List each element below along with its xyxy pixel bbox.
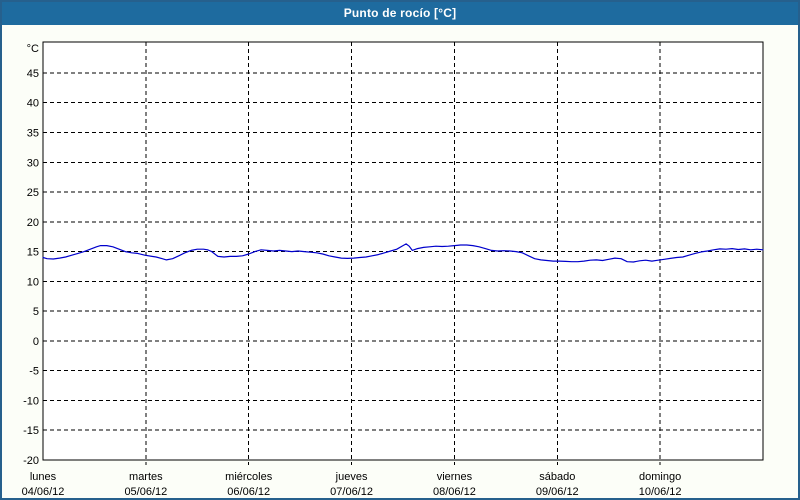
x-date-label: 06/06/12 bbox=[227, 486, 270, 498]
dew-point-line bbox=[42, 243, 764, 263]
chart-title-bar: Punto de rocío [°C] bbox=[2, 2, 798, 25]
y-tick-label: 45 bbox=[27, 68, 39, 80]
x-date-label: 10/06/12 bbox=[639, 486, 682, 498]
x-day-label: jueves bbox=[335, 471, 368, 483]
x-date-label: 07/06/12 bbox=[330, 486, 373, 498]
plot-border bbox=[42, 41, 764, 461]
x-date-label: 09/06/12 bbox=[536, 486, 579, 498]
x-date-label: 04/06/12 bbox=[22, 486, 65, 498]
x-day-label: miércoles bbox=[225, 471, 273, 483]
y-tick-label: 5 bbox=[33, 306, 39, 318]
x-day-label: martes bbox=[129, 471, 163, 483]
y-tick-label: -15 bbox=[23, 425, 39, 437]
y-tick-label: -10 bbox=[23, 395, 39, 407]
x-date-label: 08/06/12 bbox=[433, 486, 476, 498]
x-day-label: domingo bbox=[639, 471, 681, 483]
y-tick-label: 15 bbox=[27, 247, 39, 259]
y-tick-label: -20 bbox=[23, 455, 39, 467]
y-tick-label: 20 bbox=[27, 217, 39, 229]
y-tick-label: -5 bbox=[29, 366, 39, 378]
chart-title: Punto de rocío [°C] bbox=[343, 6, 457, 20]
y-tick-label: 0 bbox=[33, 336, 39, 348]
y-axis-unit-label: °C bbox=[27, 43, 39, 55]
y-tick-label: 40 bbox=[27, 98, 39, 110]
x-date-label: 05/06/12 bbox=[124, 486, 167, 498]
x-day-label: sábado bbox=[539, 471, 575, 483]
plot-area bbox=[43, 42, 763, 460]
y-tick-label: 25 bbox=[27, 187, 39, 199]
x-day-label: viernes bbox=[437, 471, 473, 483]
x-day-label: lunes bbox=[30, 471, 57, 483]
y-tick-label: 30 bbox=[27, 157, 39, 169]
y-tick-label: 35 bbox=[27, 128, 39, 140]
y-tick-label: 10 bbox=[27, 276, 39, 288]
